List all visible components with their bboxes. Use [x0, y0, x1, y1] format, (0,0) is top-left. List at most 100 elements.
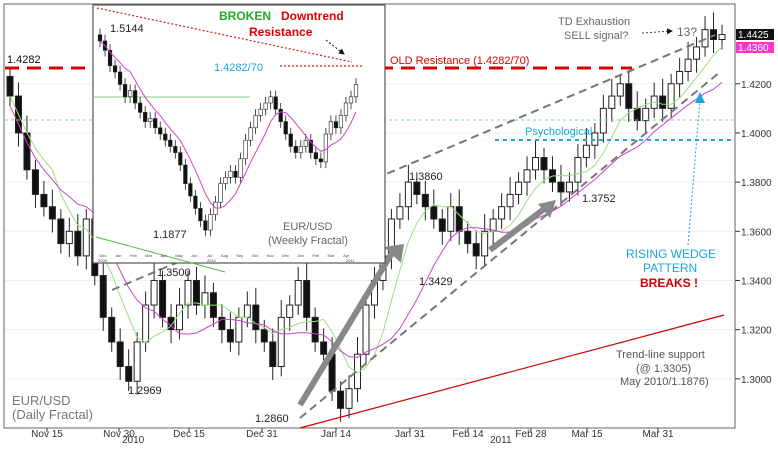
weekly-time-tick-label: Apr	[161, 253, 168, 258]
time-tick-label: Mar 15	[571, 429, 603, 440]
bear-candle	[116, 341, 124, 368]
weekly-bull-candle	[223, 177, 228, 184]
bull-candle	[532, 157, 540, 171]
psychological-label: Psychological	[525, 126, 592, 138]
weekly-bear-candle	[158, 127, 163, 135]
bear-candle	[337, 390, 345, 409]
weekly-bear-candle	[293, 146, 298, 153]
weekly-time-tick-label: Jul	[207, 253, 212, 258]
bear-candle	[260, 329, 268, 343]
weekly-bull-candle	[228, 170, 233, 178]
bear-candle	[430, 206, 438, 220]
time-tick-label: Nov 15	[31, 429, 63, 440]
weekly-bear-candle	[188, 183, 193, 197]
weekly-bull-candle	[353, 84, 359, 98]
weekly-bull-candle	[128, 90, 133, 98]
bull-candle	[616, 83, 624, 97]
bull-candle	[150, 279, 158, 306]
ma-price-badge	[736, 42, 774, 53]
weekly-time-tick-label: Nov	[267, 253, 274, 258]
year-label-2011: 2011	[490, 435, 512, 446]
label-1-3500: 1.3500	[157, 267, 191, 279]
bull-candle	[523, 169, 531, 183]
price-tick-label: 1.3800	[741, 178, 772, 189]
td-exhaustion-label-line1: TD Exhaustion	[558, 16, 630, 28]
bull-candle	[582, 144, 590, 159]
weekly-bull-candle	[348, 96, 354, 104]
rally-arrow-1-head	[384, 244, 404, 263]
bear-candle	[99, 275, 107, 318]
weekly-bear-candle	[117, 71, 123, 85]
weekly-bear-candle	[153, 118, 158, 129]
bull-candle	[693, 46, 701, 60]
time-tick-label: Mar 31	[642, 429, 674, 440]
bear-candle	[218, 316, 226, 331]
bear-candle	[472, 243, 480, 257]
bull-candle	[574, 157, 582, 183]
weekly-bull-candle	[338, 115, 344, 129]
bear-candle	[659, 95, 667, 109]
weekly-bear-candle	[143, 112, 148, 122]
weekly-bull-candle	[148, 118, 153, 122]
label-1-3860: 1.3860	[409, 171, 443, 183]
weekly-bear-candle	[168, 139, 173, 147]
weekly-bear-candle	[107, 49, 113, 67]
bear-candle	[633, 107, 641, 122]
bear-candle	[192, 279, 200, 306]
bull-candle	[142, 304, 150, 343]
rally-arrow-2-head	[538, 200, 556, 218]
weekly-bear-candle	[278, 108, 283, 122]
year-label-2010: 2010	[122, 435, 145, 446]
rally-arrow-2	[488, 203, 550, 253]
rally-arrow-1	[297, 246, 398, 407]
price-tick-label: 1.3200	[741, 326, 772, 337]
weekly-bear-candle	[313, 152, 318, 160]
weekly-time-tick-label: Dec	[282, 253, 289, 258]
bull-candle	[133, 341, 141, 382]
price-tick-label: 1.3400	[741, 276, 772, 287]
bear-candle	[226, 329, 234, 343]
weekly-bull-candle	[263, 102, 268, 110]
weekly-bull-candle	[258, 108, 263, 116]
weekly-time-tick-label: Feb	[312, 253, 320, 258]
moving-average-magenta	[9, 82, 723, 359]
bear-candle	[57, 218, 65, 245]
time-tick-label: Feb 28	[515, 429, 547, 440]
bull-candle	[676, 70, 684, 85]
bull-candle	[447, 206, 455, 232]
trendline-label-line1: Trend-line support	[616, 349, 705, 361]
plot-frame	[3, 3, 736, 429]
time-tick-label: Dec 15	[173, 429, 205, 440]
label-1-2860: 1.2860	[255, 413, 289, 425]
weekly-title-line1: EUR/USD	[283, 221, 333, 233]
bull-candle	[498, 206, 506, 220]
bull-candle	[294, 279, 302, 306]
weekly-bear-candle	[112, 65, 118, 73]
weekly-bull-candle	[248, 127, 253, 141]
weekly-time-tick-label: Dec	[99, 253, 106, 258]
weekly-year-2011: 2011	[346, 258, 355, 263]
bear-candle	[413, 181, 421, 195]
weekly-moving-average	[99, 40, 357, 209]
weekly-year-2009: 2009	[98, 258, 108, 263]
time-tick-label: Feb 14	[452, 429, 484, 440]
weekly-time-tick-label: Feb	[130, 253, 138, 258]
weekly-bear-candle	[288, 133, 293, 147]
bear-candle	[125, 366, 133, 382]
downtrend-label: Downtrend	[281, 9, 344, 23]
weekly-bull-candle	[243, 139, 248, 160]
bear-candle	[108, 316, 116, 343]
bear-candle	[540, 157, 548, 171]
bear-candle	[31, 169, 39, 195]
time-tick-label: Dec 31	[246, 429, 278, 440]
weekly-bear-candle	[273, 96, 278, 110]
weekly-bear-candle	[283, 121, 288, 135]
bull-candle	[396, 206, 404, 220]
label-1-3752: 1.3752	[582, 193, 616, 205]
bear-candle	[557, 181, 565, 193]
time-axis-ticks: Nov 15 Nov 30 Dec 15 Dec 31 Jan 14 Jan 31 Feb …	[31, 428, 674, 440]
weekly-time-tick-label: Mar	[145, 253, 153, 258]
bear-candle	[464, 230, 472, 245]
weekly-bull-candle	[253, 115, 258, 129]
